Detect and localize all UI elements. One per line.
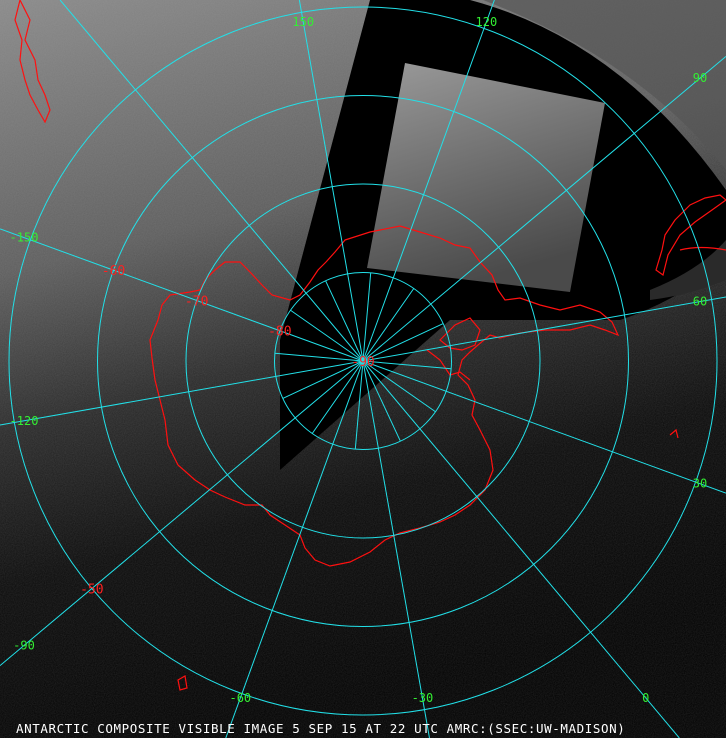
latitude-label: -80 [268,325,291,340]
meridian-line [362,360,452,370]
longitude-label: -90 [13,638,35,652]
caption-text: ANTARCTIC COMPOSITE VISIBLE IMAGE 5 SEP … [16,721,626,736]
meridian-line [59,0,364,362]
longitude-label: -150 [10,231,39,245]
meridian-line [362,0,495,362]
latitude-circle [274,272,452,450]
meridian-line [282,360,364,399]
longitude-label: -120 [10,414,39,428]
longitude-label: 120 [476,15,498,29]
meridian-line [362,272,372,362]
meridian-line [362,360,436,413]
meridian-line [0,360,364,426]
meridian-line [354,360,364,450]
meridian-line [362,360,401,442]
latitude-label: -60 [102,264,125,279]
meridian-line [0,360,364,666]
meridian-line [362,360,680,738]
longitude-label: -60 [229,691,251,705]
latitude-label: -70 [185,294,208,309]
latitude-circle [185,183,541,539]
meridian-line [362,323,444,362]
longitude-label: -30 [412,691,434,705]
graticule-labels: 150 120 90 60 30 0 -30 -60 -90 -120 -150 -90 -80 -70 -… [10,15,708,705]
latitude-label: -50 [80,583,103,598]
meridian-line [290,309,364,362]
longitude-label: 30 [693,477,707,491]
longitude-label: 0 [642,691,649,705]
longitude-label: 90 [693,71,707,85]
meridian-line [362,56,726,362]
longitude-label: 150 [292,15,314,29]
meridian-line [0,228,364,362]
meridian-line [274,352,364,362]
meridian-line [362,296,726,362]
image-caption: ANTARCTIC COMPOSITE VISIBLE IMAGE 5 SEP … [16,722,625,736]
meridian-line [362,288,415,362]
meridian-line [225,360,364,738]
meridian-line [298,0,364,362]
meridian-line [325,280,364,362]
latitude-label: -90 [351,355,374,370]
meridian-line [311,360,364,434]
meridian-line [362,360,430,738]
longitude-label: 60 [693,295,707,309]
meridian-line [362,360,726,494]
latitude-circle [8,6,718,716]
latitude-circle [97,95,629,627]
imagery-patch [367,63,605,292]
